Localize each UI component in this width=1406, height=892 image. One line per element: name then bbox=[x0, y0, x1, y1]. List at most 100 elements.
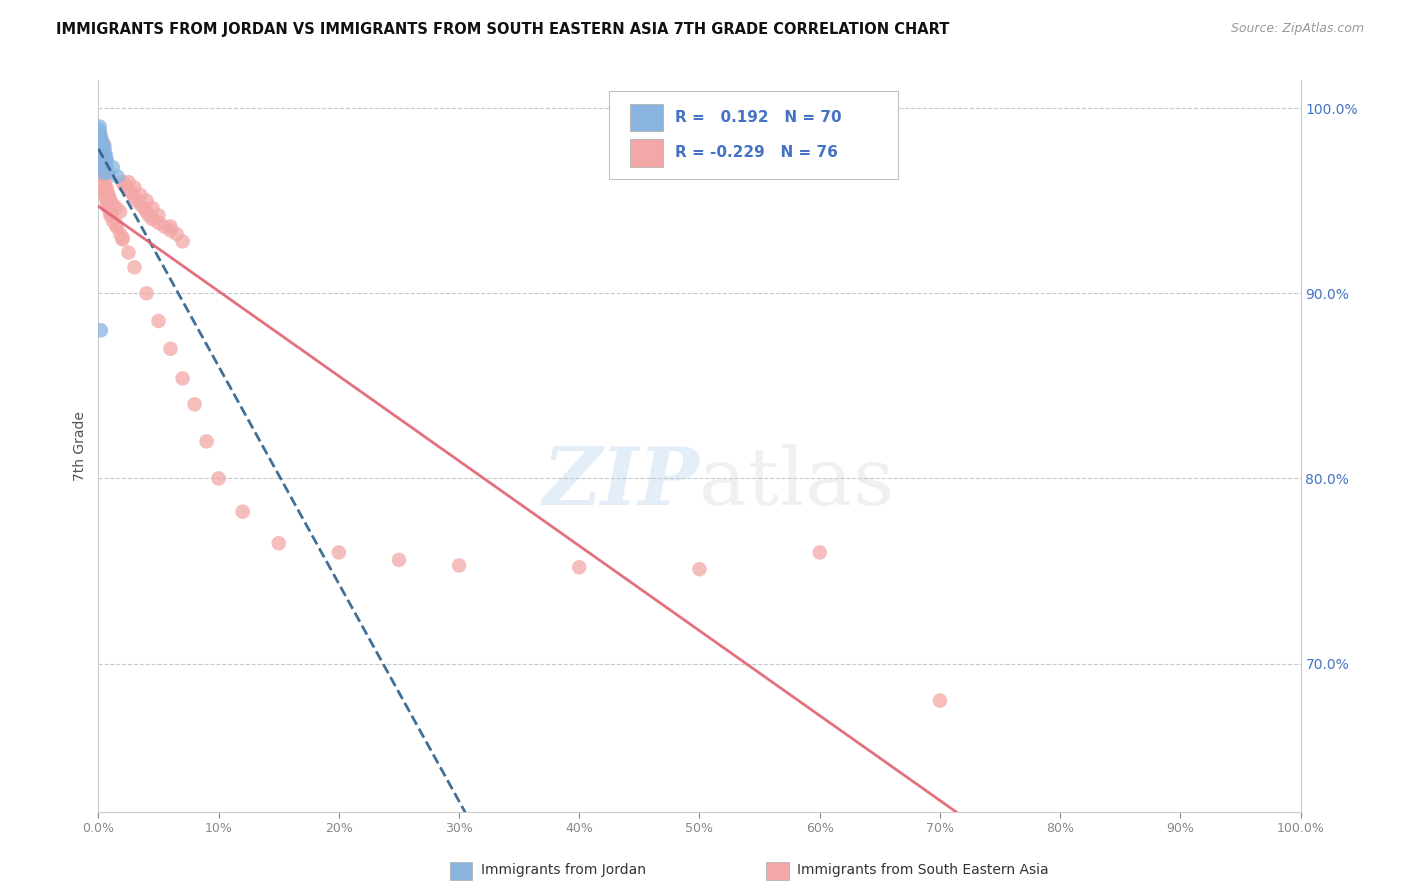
Bar bbox=[630, 139, 664, 167]
Point bbox=[97, 201, 120, 215]
Point bbox=[96, 153, 118, 167]
Point bbox=[928, 693, 950, 707]
Point bbox=[94, 161, 117, 175]
Point bbox=[93, 142, 115, 156]
Point bbox=[172, 371, 194, 385]
Y-axis label: 7th Grade: 7th Grade bbox=[73, 411, 87, 481]
Point bbox=[108, 204, 131, 219]
Point bbox=[117, 245, 139, 260]
Point bbox=[91, 175, 114, 189]
Point bbox=[91, 142, 114, 156]
Point bbox=[195, 434, 218, 449]
Point bbox=[91, 149, 114, 163]
Point bbox=[111, 233, 134, 247]
Point bbox=[91, 178, 114, 193]
Point bbox=[101, 214, 124, 228]
Point bbox=[91, 149, 114, 163]
Point bbox=[90, 145, 112, 160]
Text: atlas: atlas bbox=[700, 443, 894, 522]
Point bbox=[101, 161, 124, 175]
Point bbox=[153, 219, 176, 234]
Point bbox=[124, 260, 146, 275]
Point bbox=[132, 201, 155, 215]
Text: R =   0.192   N = 70: R = 0.192 N = 70 bbox=[675, 110, 842, 125]
Point bbox=[90, 144, 112, 158]
Point bbox=[91, 142, 114, 156]
Point bbox=[135, 194, 157, 208]
Point bbox=[89, 120, 111, 134]
Point bbox=[328, 545, 350, 559]
Point bbox=[93, 156, 115, 170]
Point bbox=[121, 186, 143, 201]
Point bbox=[97, 166, 120, 180]
Point bbox=[148, 314, 170, 328]
Point bbox=[111, 230, 134, 244]
Point bbox=[90, 128, 112, 143]
Point bbox=[94, 178, 117, 193]
Point bbox=[89, 123, 111, 137]
Point bbox=[93, 153, 115, 167]
Point bbox=[94, 161, 117, 175]
Point bbox=[135, 286, 157, 301]
Point bbox=[91, 138, 114, 153]
Point bbox=[159, 219, 181, 234]
Point bbox=[96, 182, 118, 196]
Point bbox=[689, 562, 711, 576]
Point bbox=[107, 169, 129, 184]
Point bbox=[91, 147, 114, 161]
Point bbox=[568, 560, 591, 574]
Point bbox=[94, 190, 117, 204]
Text: Immigrants from South Eastern Asia: Immigrants from South Eastern Asia bbox=[797, 863, 1049, 877]
Point bbox=[93, 147, 115, 161]
Point bbox=[125, 194, 148, 208]
Text: IMMIGRANTS FROM JORDAN VS IMMIGRANTS FROM SOUTH EASTERN ASIA 7TH GRADE CORRELATI: IMMIGRANTS FROM JORDAN VS IMMIGRANTS FRO… bbox=[56, 22, 949, 37]
Point bbox=[93, 154, 115, 169]
Point bbox=[124, 180, 146, 194]
Point bbox=[93, 147, 115, 161]
Point bbox=[91, 147, 114, 161]
Point bbox=[91, 151, 114, 165]
Point bbox=[91, 147, 114, 161]
Point bbox=[267, 536, 290, 550]
Text: Immigrants from Jordan: Immigrants from Jordan bbox=[481, 863, 645, 877]
Point bbox=[100, 194, 122, 208]
Point bbox=[447, 558, 470, 573]
Point bbox=[90, 142, 112, 156]
Point bbox=[159, 342, 181, 356]
Point bbox=[90, 138, 112, 153]
Point bbox=[159, 223, 181, 237]
Point bbox=[90, 151, 112, 165]
Point bbox=[141, 212, 163, 227]
Point bbox=[89, 136, 111, 151]
Point bbox=[91, 144, 114, 158]
FancyBboxPatch shape bbox=[609, 91, 898, 179]
Point bbox=[105, 218, 128, 232]
Point bbox=[148, 216, 170, 230]
Point bbox=[93, 161, 115, 175]
Point bbox=[89, 128, 111, 143]
Point bbox=[808, 545, 831, 559]
Point bbox=[93, 185, 115, 199]
Point bbox=[94, 153, 117, 167]
Point bbox=[91, 171, 114, 186]
Point bbox=[90, 138, 112, 153]
Point bbox=[148, 209, 170, 223]
Text: R = -0.229   N = 76: R = -0.229 N = 76 bbox=[675, 145, 838, 161]
Point bbox=[97, 186, 120, 201]
Point bbox=[90, 135, 112, 149]
Text: Source: ZipAtlas.com: Source: ZipAtlas.com bbox=[1230, 22, 1364, 36]
Point bbox=[91, 147, 114, 161]
Point bbox=[90, 161, 112, 175]
Point bbox=[91, 138, 114, 153]
Point bbox=[183, 397, 205, 411]
Point bbox=[91, 147, 114, 161]
Point bbox=[138, 209, 160, 223]
Point bbox=[101, 197, 124, 211]
Point bbox=[89, 132, 111, 146]
Point bbox=[388, 553, 411, 567]
Point bbox=[90, 323, 112, 337]
Point bbox=[94, 188, 117, 202]
Point bbox=[232, 505, 254, 519]
Point bbox=[89, 153, 111, 167]
Point bbox=[94, 161, 117, 175]
